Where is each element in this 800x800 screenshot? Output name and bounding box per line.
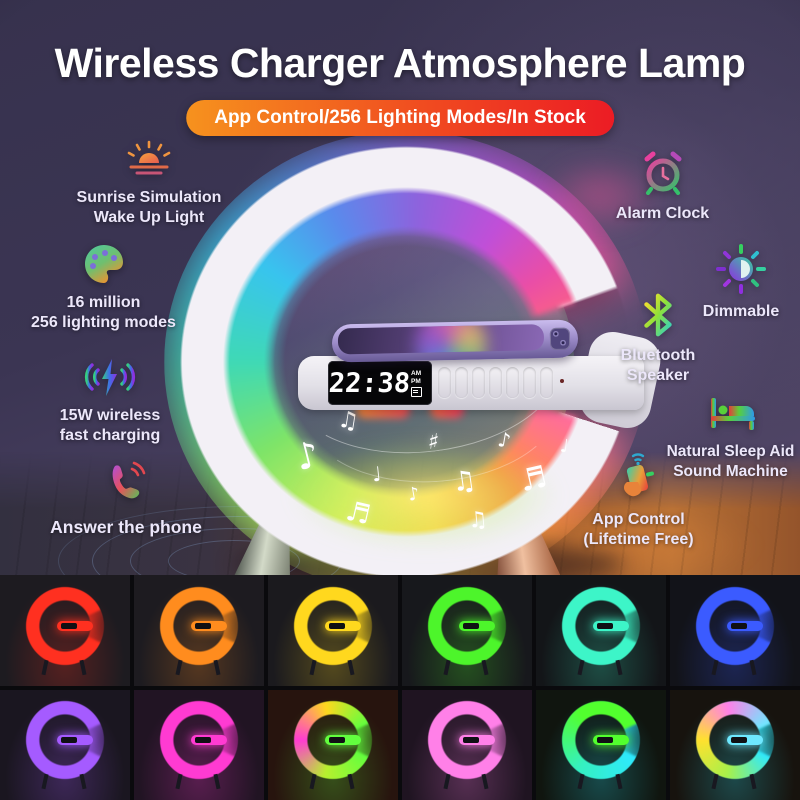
- mic-hole: [560, 379, 564, 383]
- dimmable-icon: [714, 242, 768, 296]
- palette-icon: [81, 241, 127, 287]
- page-title: Wireless Charger Atmosphere Lamp: [54, 40, 746, 86]
- feature-sunrise: Sunrise Simulation Wake Up Light: [44, 136, 254, 229]
- gallery-cell-green: [402, 575, 532, 686]
- feature-fast-charging: 15W wireless fast charging: [10, 358, 210, 447]
- feature-lighting-modes: 16 million 256 lighting modes: [6, 241, 201, 334]
- alarm-clock-icon: [637, 148, 689, 198]
- color-variant-gallery: [0, 575, 800, 800]
- gallery-cell-orange: [134, 575, 264, 686]
- clock-pm-label: PM: [411, 377, 421, 385]
- feature-label: Bluetooth Speaker: [620, 347, 696, 385]
- clock-date-icon: [411, 386, 422, 397]
- feature-label: Alarm Clock: [615, 205, 710, 222]
- gallery-cell-red: [0, 575, 130, 686]
- feature-app-control: App Control (Lifetime Free): [556, 448, 721, 551]
- gallery-cell-rainbow-warm: [268, 689, 398, 800]
- gallery-cell-purple: [0, 689, 130, 800]
- gallery-cell-green-cyan: [536, 689, 666, 800]
- gallery-cell-yellow: [268, 575, 398, 686]
- clock-time: 22:38: [327, 367, 412, 399]
- feature-bluetooth-speaker: Bluetooth Speaker: [588, 290, 728, 387]
- phone-camera: [549, 327, 571, 351]
- phone-screen: [337, 324, 545, 355]
- phone-call-icon: [101, 460, 151, 510]
- music-note: ♫: [449, 464, 479, 499]
- stock-badge: App Control/256 Lighting Modes/In Stock: [186, 100, 614, 136]
- feature-alarm-clock: Alarm Clock: [585, 148, 740, 224]
- speaker-button: [540, 367, 553, 398]
- music-note: ♫: [466, 507, 489, 534]
- speaker-button: [438, 367, 451, 398]
- feature-answer-phone: Answer the phone: [16, 460, 236, 538]
- gallery-cell-mint: [536, 575, 666, 686]
- speaker-button: [455, 367, 468, 398]
- speaker-button: [472, 367, 485, 398]
- gallery-cell-magenta: [402, 689, 532, 800]
- feature-label: Answer the phone: [50, 517, 202, 537]
- speaker-button: [506, 367, 519, 398]
- feature-label: Sunrise Simulation Wake Up Light: [76, 189, 222, 227]
- speaker-button: [489, 367, 502, 398]
- gallery-cell-pink: [134, 689, 264, 800]
- app-control-icon: [613, 448, 665, 504]
- speaker-button-row: [438, 367, 553, 398]
- clock-display: 22:38 AM PM: [328, 361, 432, 405]
- sleep-aid-icon: [702, 392, 760, 436]
- feature-label: 16 million 256 lighting modes: [31, 294, 176, 332]
- bluetooth-icon: [636, 290, 680, 340]
- sunrise-icon: [122, 136, 176, 182]
- gallery-cell-rainbow-multi: [670, 689, 800, 800]
- feature-label: 15W wireless fast charging: [59, 407, 161, 445]
- feature-label: App Control (Lifetime Free): [583, 511, 694, 549]
- charging-phone: [331, 319, 579, 363]
- speaker-button: [523, 367, 536, 398]
- wireless-charging-icon: [82, 358, 138, 400]
- gallery-cell-blue: [670, 575, 800, 686]
- clock-am-label: AM: [411, 369, 422, 377]
- phone-wallpaper-glow: [415, 324, 488, 355]
